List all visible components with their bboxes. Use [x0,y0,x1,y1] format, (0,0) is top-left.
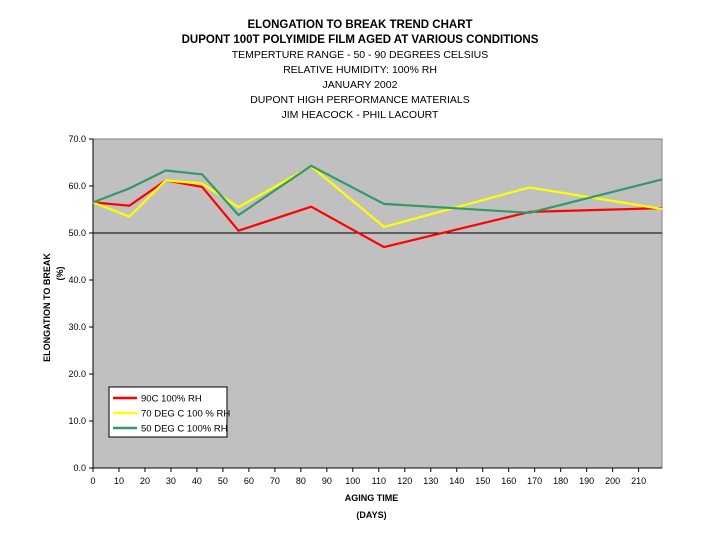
x-tick-label: 80 [296,476,306,486]
x-tick-label: 30 [166,476,176,486]
series-line-50c [92,164,663,217]
x-tick-label: 100 [345,476,360,486]
y-tick-label: 50.0 [68,228,86,238]
x-tick-label: 160 [501,476,516,486]
x-tick-label: 0 [90,476,95,486]
y-axis-title: ELONGATION TO BREAK [42,253,52,362]
humidity-line: RELATIVE HUMIDITY: 100% RH [283,64,437,76]
x-tick-label: 40 [192,476,202,486]
legend-label: 50 DEG C 100% RH [141,424,228,435]
x-tick-label: 200 [605,476,620,486]
chart-subtitle: DUPONT 100T POLYIMIDE FILM AGED AT VARIO… [181,34,539,46]
chart-title-block: ELONGATION TO BREAK TREND CHART DUPONT 1… [0,18,720,123]
x-tick-label: 60 [244,476,254,486]
authors-line: JIM HEACOCK - PHIL LACOURT [281,109,439,121]
chart-title: ELONGATION TO BREAK TREND CHART [247,19,473,31]
x-tick-label: 180 [553,476,568,486]
x-axis-title: AGING TIME [345,493,399,503]
date-line: JANUARY 2002 [322,79,398,91]
x-tick-label: 70 [270,476,280,486]
legend-label: 90C 100% RH [141,394,202,405]
x-tick-label: 210 [631,476,646,486]
temperature-range-line: TEMPERTURE RANGE - 50 - 90 DEGREES CELSI… [231,49,489,61]
x-tick-label: 130 [423,476,438,486]
x-tick-label: 150 [475,476,490,486]
y-tick-label: 40.0 [68,275,86,285]
x-tick-label: 90 [322,476,332,486]
x-tick-label: 20 [140,476,150,486]
legend-label: 70 DEG C 100 % RH [141,409,230,420]
x-tick-label: 120 [397,476,412,486]
x-tick-label: 140 [449,476,464,486]
series-line-90c [92,179,663,249]
y-tick-label: 60.0 [68,181,86,191]
y-tick-label: 10.0 [68,416,86,426]
x-tick-label: 50 [218,476,228,486]
y-tick-label: 20.0 [68,369,86,379]
organization-line: DUPONT HIGH PERFORMANCE MATERIALS [250,94,470,106]
x-axis-unit: (DAYS) [356,510,386,520]
y-tick-label: 30.0 [68,322,86,332]
y-tick-label: 70.0 [68,134,86,144]
series-line-70c [92,165,663,228]
y-tick-label: 0.0 [73,463,86,473]
x-tick-label: 190 [579,476,594,486]
x-tick-label: 170 [527,476,542,486]
x-tick-label: 10 [114,476,124,486]
x-tick-label: 110 [372,476,386,486]
y-axis-unit: (%) [55,267,65,281]
